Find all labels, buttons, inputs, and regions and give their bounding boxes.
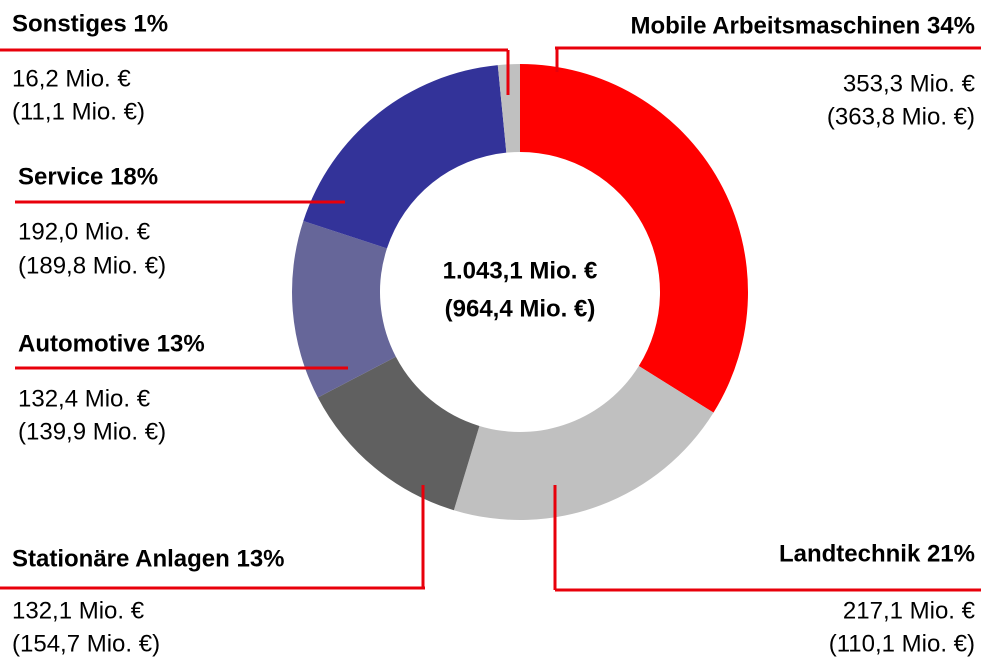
segment-value: 353,3 Mio. € bbox=[843, 70, 976, 97]
previous-total-label: (964,4 Mio. €) bbox=[445, 295, 596, 322]
segment-value: 132,4 Mio. € bbox=[18, 385, 151, 412]
segment-title: Stationäre Anlagen 13% bbox=[12, 545, 285, 572]
segment-title: Landtechnik 21% bbox=[779, 540, 975, 567]
segment-previous: (139,9 Mio. €) bbox=[18, 418, 166, 445]
segment-value: 217,1 Mio. € bbox=[843, 597, 976, 624]
segment-value: 132,1 Mio. € bbox=[12, 597, 145, 624]
segment-previous: (189,8 Mio. €) bbox=[18, 252, 166, 279]
segment-title: Sonstiges 1% bbox=[12, 10, 168, 37]
segment-previous: (110,1 Mio. €) bbox=[829, 630, 975, 657]
segment-value: 192,0 Mio. € bbox=[18, 218, 151, 245]
donut-segment bbox=[317, 356, 480, 511]
segment-title: Service 18% bbox=[18, 163, 158, 190]
segment-value: 16,2 Mio. € bbox=[12, 65, 131, 92]
segment-title: Automotive 13% bbox=[18, 330, 205, 357]
segment-title: Mobile Arbeitsmaschinen 34% bbox=[630, 12, 975, 39]
donut-segment bbox=[303, 65, 507, 249]
total-label: 1.043,1 Mio. € bbox=[443, 257, 598, 284]
segment-previous: (363,8 Mio. €) bbox=[827, 103, 975, 130]
segment-previous: (154,7 Mio. €) bbox=[12, 630, 160, 657]
donut-segment bbox=[520, 64, 749, 413]
donut-segment bbox=[497, 64, 520, 153]
segment-previous: (11,1 Mio. €) bbox=[12, 98, 145, 125]
donut-segment bbox=[453, 366, 714, 520]
donut-segment bbox=[292, 220, 396, 398]
